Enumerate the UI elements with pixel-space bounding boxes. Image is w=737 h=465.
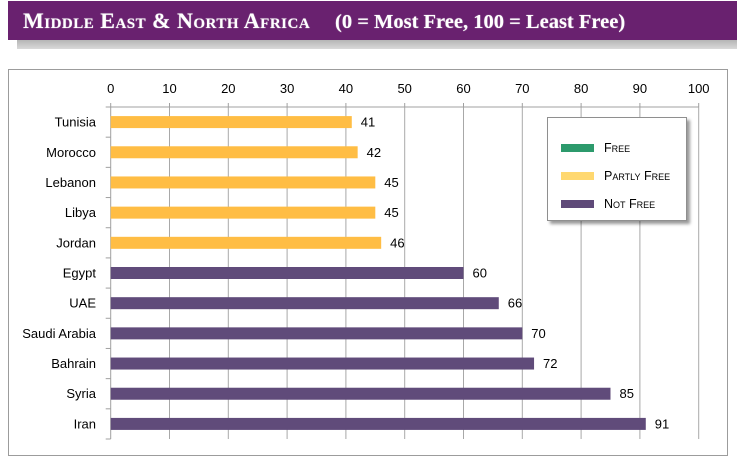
x-tick-label: 100 — [688, 81, 710, 96]
data-label: 41 — [361, 115, 375, 130]
title-banner: Middle East & North Africa (0 = Most Fre… — [8, 1, 737, 40]
bar-syria — [110, 387, 611, 400]
category-label: Tunisia — [55, 115, 97, 130]
chart-subtitle: (0 = Most Free, 100 = Least Free) — [335, 11, 626, 33]
data-label: 45 — [384, 205, 398, 220]
chart-title: Middle East & North Africa — [23, 8, 311, 33]
data-label: 72 — [543, 356, 557, 371]
x-tick-label: 90 — [633, 81, 647, 96]
category-label: Saudi Arabia — [22, 326, 96, 341]
x-tick-label: 0 — [107, 81, 114, 96]
legend-label-not-free: Not Free — [604, 197, 656, 211]
x-tick-label: 50 — [397, 81, 411, 96]
bar-jordan — [110, 236, 382, 249]
legend: Free Partly Free Not Free — [547, 117, 687, 221]
data-label: 91 — [655, 416, 669, 431]
category-label: Libya — [65, 205, 97, 220]
legend-swatch-not-free — [561, 200, 594, 208]
legend-item-not-free: Not Free — [561, 196, 655, 212]
banner-shadow — [17, 40, 737, 49]
bar-lebanon — [110, 176, 376, 189]
bars — [110, 116, 646, 430]
x-tick-label: 70 — [515, 81, 529, 96]
x-tick-label: 40 — [339, 81, 353, 96]
category-label: UAE — [69, 296, 96, 311]
category-label: Lebanon — [45, 175, 96, 190]
legend-item-free: Free — [561, 140, 630, 156]
bar-libya — [110, 206, 376, 219]
bar-bahrain — [110, 357, 535, 370]
x-tick-label: 60 — [456, 81, 470, 96]
labels: 0 10 20 30 40 50 60 70 80 90 100 Tunisia Morocco Leba… — [22, 81, 709, 431]
data-label: 66 — [508, 296, 522, 311]
bar-morocco — [110, 146, 358, 159]
legend-label-partly-free: Partly Free — [604, 169, 671, 183]
data-label: 85 — [620, 386, 634, 401]
category-label: Jordan — [56, 235, 96, 250]
x-tick-label: 30 — [280, 81, 294, 96]
legend-label-free: Free — [604, 141, 631, 155]
category-label: Morocco — [46, 145, 96, 160]
bar-iran — [110, 417, 646, 430]
bar-tunisia — [110, 116, 352, 129]
data-label: 46 — [390, 235, 404, 250]
data-label: 45 — [384, 175, 398, 190]
x-tick-label: 80 — [574, 81, 588, 96]
data-label: 60 — [473, 266, 487, 281]
bar-saudi-arabia — [110, 327, 523, 340]
data-label: 70 — [531, 326, 545, 341]
x-tick-label: 20 — [221, 81, 235, 96]
category-label: Iran — [74, 416, 96, 431]
bar-uae — [110, 297, 499, 310]
data-label: 42 — [367, 145, 381, 160]
legend-swatch-partly-free — [561, 172, 594, 180]
legend-item-partly-free: Partly Free — [561, 168, 670, 184]
category-label: Syria — [66, 386, 96, 401]
category-label: Bahrain — [51, 356, 96, 371]
bar-egypt — [110, 267, 464, 279]
category-label: Egypt — [63, 266, 97, 281]
legend-swatch-free — [561, 144, 594, 152]
x-tick-label: 10 — [162, 81, 176, 96]
